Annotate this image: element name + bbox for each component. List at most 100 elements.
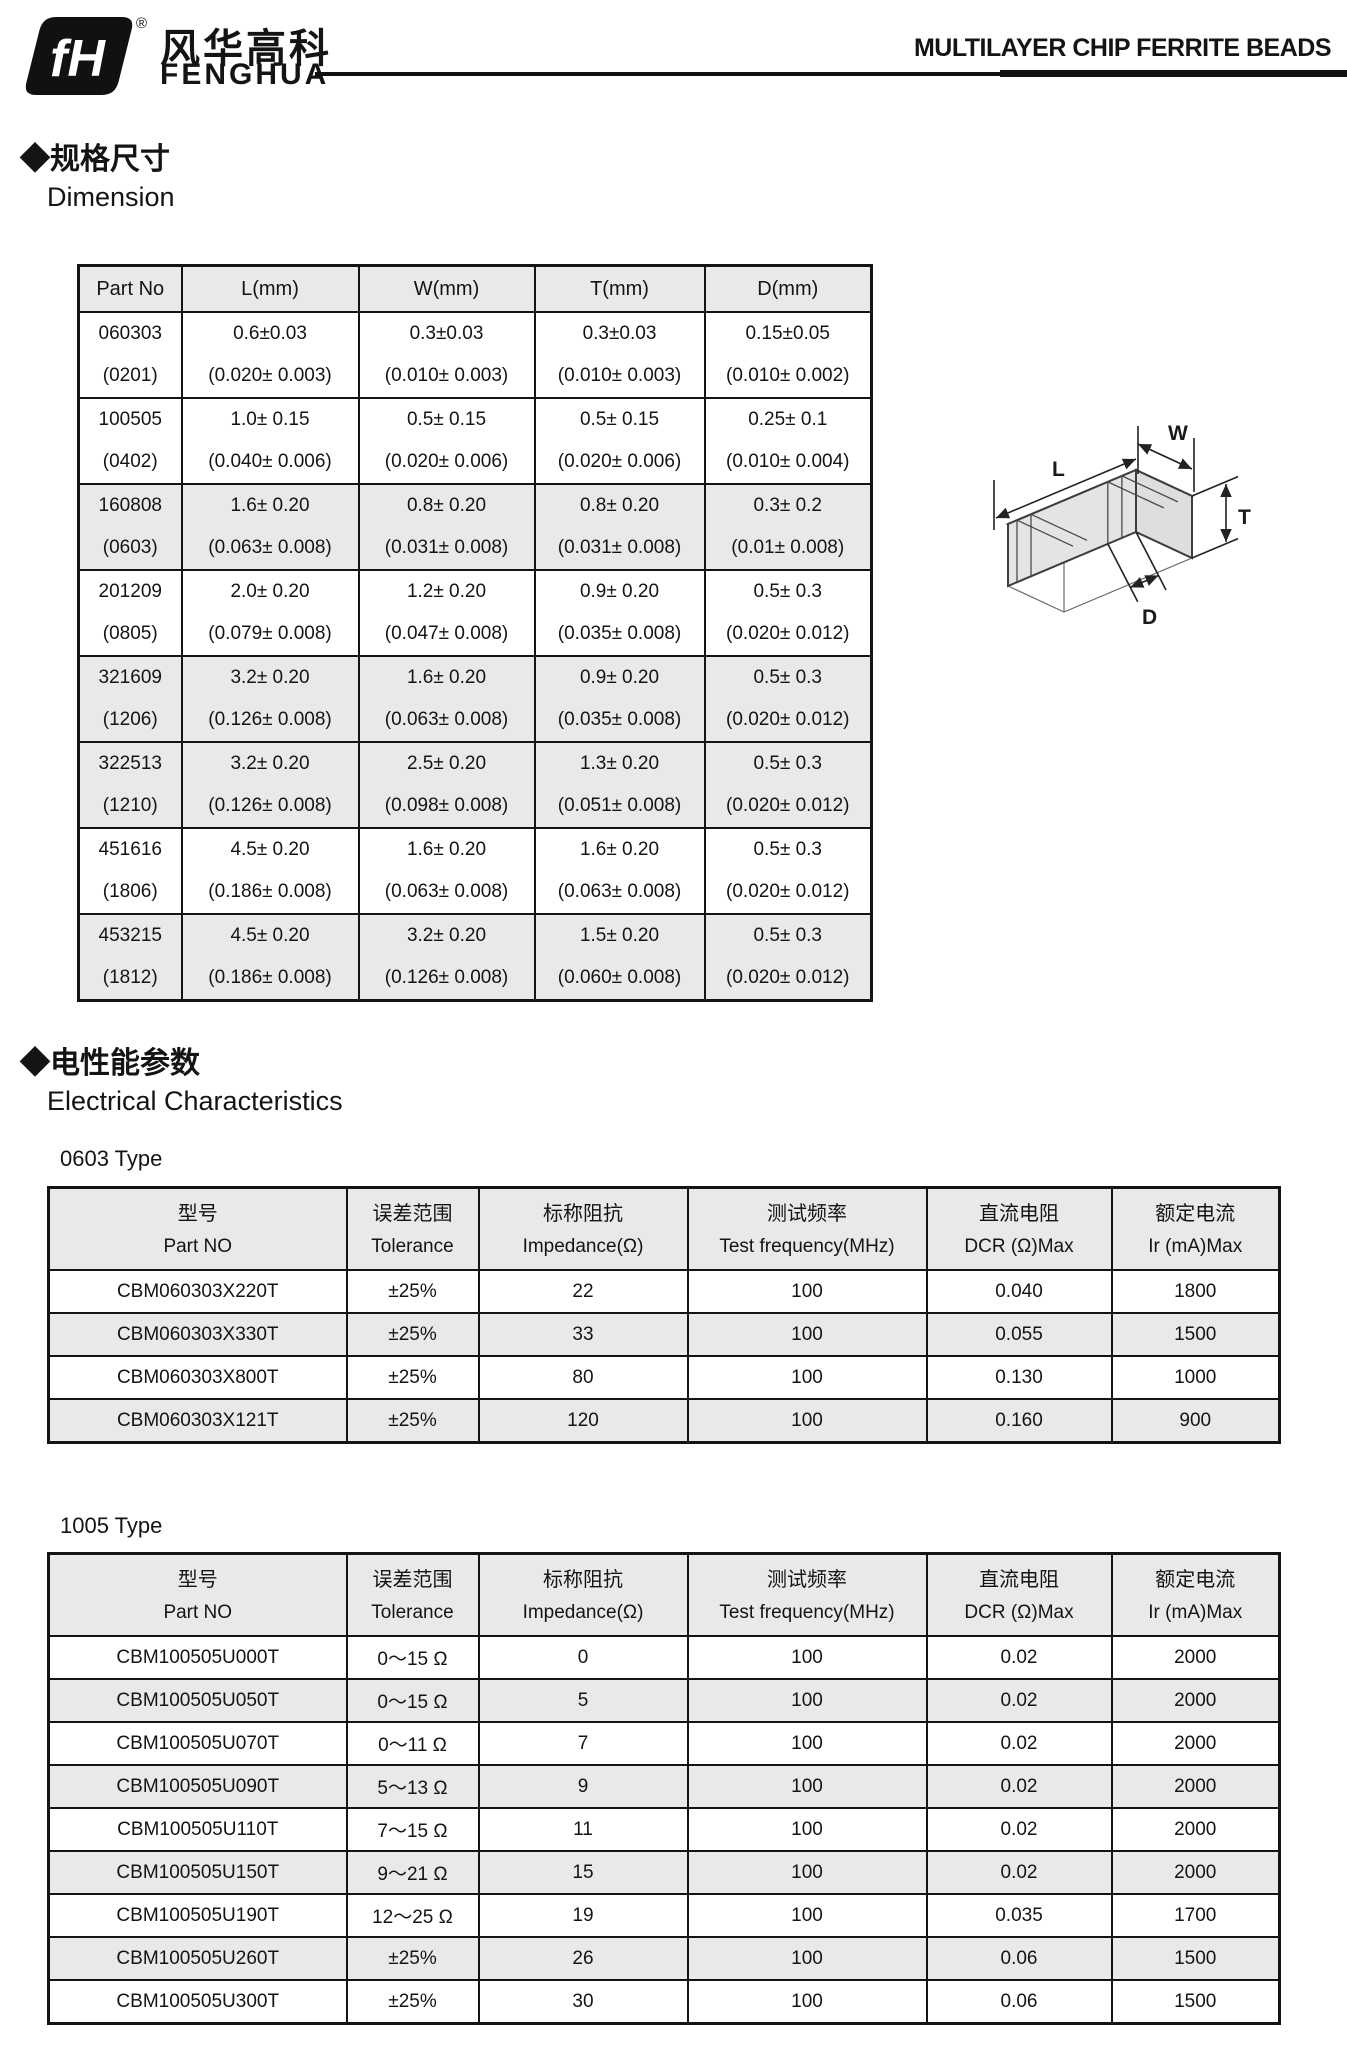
svg-text:fH: fH: [50, 30, 106, 88]
cell-dcr: 0.06: [925, 1979, 1113, 2025]
table-row: 060303 (0201) 0.6±0.03 (0.020± 0.003) 0.3±…: [77, 311, 873, 399]
col-header-test-frequency: 测试频率 Test frequency(MHz): [686, 1186, 928, 1271]
value-line: 321609: [98, 667, 162, 688]
cell-part-no: CBM100505U050T: [47, 1678, 348, 1723]
cell-dcr: 0.02: [925, 1764, 1113, 1809]
table-row: 453215 (1812) 4.5± 0.20 (0.186± 0.008) 3.2…: [77, 913, 873, 1002]
cell-test-frequency: 100: [686, 1635, 928, 1680]
value-line: (0603): [102, 537, 158, 558]
cell-rated-current: 1500: [1110, 1979, 1281, 2025]
header-label-en: Test frequency(MHz): [719, 1602, 895, 1623]
value-line: (0.063± 0.008): [384, 881, 509, 902]
cell-rated-current: 2000: [1110, 1807, 1281, 1852]
header-divider: [315, 72, 1347, 76]
header-label-en: Tolerance: [371, 1602, 454, 1623]
header-divider-thick: [1000, 70, 1347, 77]
value-line: 0.5± 0.15: [579, 409, 660, 430]
header-label-cn: 标称阻抗: [543, 1203, 623, 1225]
value-line: (0.060± 0.008): [557, 967, 682, 988]
col-header-tolerance: 误差范围 Tolerance: [345, 1186, 480, 1271]
diagram-label-t: T: [1238, 506, 1251, 529]
electrical-table-0603: 型号 Part NO 误差范围 Tolerance 标称阻抗 Impedance(Ω)…: [47, 1186, 1281, 1444]
value-line: (1812): [102, 967, 158, 988]
value-line: (0.063± 0.008): [384, 709, 509, 730]
header-label-en: Part NO: [163, 1236, 233, 1257]
cell-rated-current: 2000: [1110, 1721, 1281, 1766]
col-header-dcr: 直流电阻 DCR (Ω)Max: [925, 1552, 1113, 1637]
value-line: (1210): [102, 795, 158, 816]
cell-w: 0.5± 0.15 (0.020± 0.006): [357, 397, 536, 485]
cell-l: 4.5± 0.20 (0.186± 0.008): [180, 827, 360, 915]
cell-rated-current: 1700: [1110, 1893, 1281, 1938]
value-line: (0.186± 0.008): [208, 967, 332, 988]
value-line: 1.5± 0.20: [579, 925, 660, 946]
table-row: CBM060303X800T ±25% 80 100 0.130 1000: [47, 1355, 1281, 1400]
cell-dcr: 0.02: [925, 1678, 1113, 1723]
electrical-table-1005: 型号 Part NO 误差范围 Tolerance 标称阻抗 Impedance(Ω)…: [47, 1552, 1281, 2025]
header-label-cn: 测试频率: [767, 1203, 847, 1225]
value-line: (0.063± 0.008): [557, 881, 682, 902]
cell-w: 0.8± 0.20 (0.031± 0.008): [357, 483, 536, 571]
cell-t: 0.3±0.03 (0.010± 0.003): [533, 311, 706, 399]
col-header-t: T(mm): [533, 264, 706, 313]
value-line: (0.047± 0.008): [384, 623, 509, 644]
header-label-cn: 测试频率: [767, 1569, 847, 1591]
cell-part: 201209 (0805): [77, 569, 183, 657]
header-label-cn: 误差范围: [372, 1569, 453, 1591]
value-line: 0.6±0.03: [233, 323, 307, 344]
value-line: (0.010± 0.004): [726, 451, 850, 472]
col-header-part-no: 型号 Part NO: [47, 1552, 348, 1637]
cell-w: 1.6± 0.20 (0.063± 0.008): [357, 655, 536, 743]
value-line: 060303: [98, 323, 162, 344]
cell-rated-current: 1800: [1110, 1269, 1281, 1314]
cell-w: 3.2± 0.20 (0.126± 0.008): [357, 913, 536, 1002]
value-line: 0.5± 0.3: [753, 581, 823, 602]
cell-t: 0.9± 0.20 (0.035± 0.008): [533, 655, 706, 743]
fenghua-logo-icon: fH ®: [25, 15, 147, 95]
value-line: 0.25± 0.1: [748, 409, 828, 430]
value-line: (0.020± 0.012): [726, 967, 850, 988]
cell-impedance: 26: [477, 1936, 689, 1981]
header-label-cn: 标称阻抗: [543, 1569, 623, 1591]
cell-tolerance: ±25%: [345, 1355, 480, 1400]
type-label-1005: 1005 Type: [60, 1513, 163, 1538]
cell-part: 100505 (0402): [77, 397, 183, 485]
value-line: 3.2± 0.20: [230, 753, 310, 774]
table-row: CBM060303X121T ±25% 120 100 0.160 900: [47, 1398, 1281, 1444]
header-label-en: Part NO: [163, 1602, 233, 1623]
value-line: 0.5± 0.3: [753, 667, 823, 688]
value-line: 3.2± 0.20: [406, 925, 487, 946]
cell-tolerance: ±25%: [345, 1936, 480, 1981]
section-heading-dimension-cn: ◆规格尺寸: [20, 143, 170, 176]
cell-t: 0.8± 0.20 (0.031± 0.008): [533, 483, 706, 571]
electrical-table-header-row: 型号 Part NO 误差范围 Tolerance 标称阻抗 Impedance(Ω)…: [47, 1552, 1281, 1637]
table-row: 451616 (1806) 4.5± 0.20 (0.186± 0.008) 1.6…: [77, 827, 873, 915]
header-label-en: Ir (mA)Max: [1148, 1602, 1243, 1623]
cell-t: 0.5± 0.15 (0.020± 0.006): [533, 397, 706, 485]
cell-dcr: 0.160: [925, 1398, 1113, 1444]
value-line: (0.020± 0.012): [726, 881, 850, 902]
cell-impedance: 7: [477, 1721, 689, 1766]
header-label-cn: 额定电流: [1155, 1569, 1236, 1591]
value-line: 451616: [98, 839, 162, 860]
cell-d: 0.3± 0.2 (0.01± 0.008): [703, 483, 873, 571]
cell-impedance: 9: [477, 1764, 689, 1809]
cell-d: 0.25± 0.1 (0.010± 0.004): [703, 397, 873, 485]
cell-d: 0.5± 0.3 (0.020± 0.012): [703, 741, 873, 829]
cell-d: 0.15±0.05 (0.010± 0.002): [703, 311, 873, 399]
value-line: (0.186± 0.008): [208, 881, 332, 902]
cell-part-no: CBM060303X330T: [47, 1312, 348, 1357]
value-line: (0.031± 0.008): [384, 537, 509, 558]
table-row: CBM100505U150T 9～21 Ω 15 100 0.02 2000: [47, 1850, 1281, 1895]
cell-rated-current: 2000: [1110, 1850, 1281, 1895]
value-line: 2.0± 0.20: [230, 581, 310, 602]
value-line: 1.2± 0.20: [406, 581, 487, 602]
cell-tolerance: 7～15 Ω: [345, 1807, 480, 1852]
value-line: 0.9± 0.20: [579, 581, 660, 602]
value-line: (0.126± 0.008): [208, 709, 332, 730]
cell-part-no: CBM100505U150T: [47, 1850, 348, 1895]
header-label-en: Ir (mA)Max: [1148, 1236, 1243, 1257]
cell-d: 0.5± 0.3 (0.020± 0.012): [703, 655, 873, 743]
cell-dcr: 0.02: [925, 1635, 1113, 1680]
cell-impedance: 0: [477, 1635, 689, 1680]
